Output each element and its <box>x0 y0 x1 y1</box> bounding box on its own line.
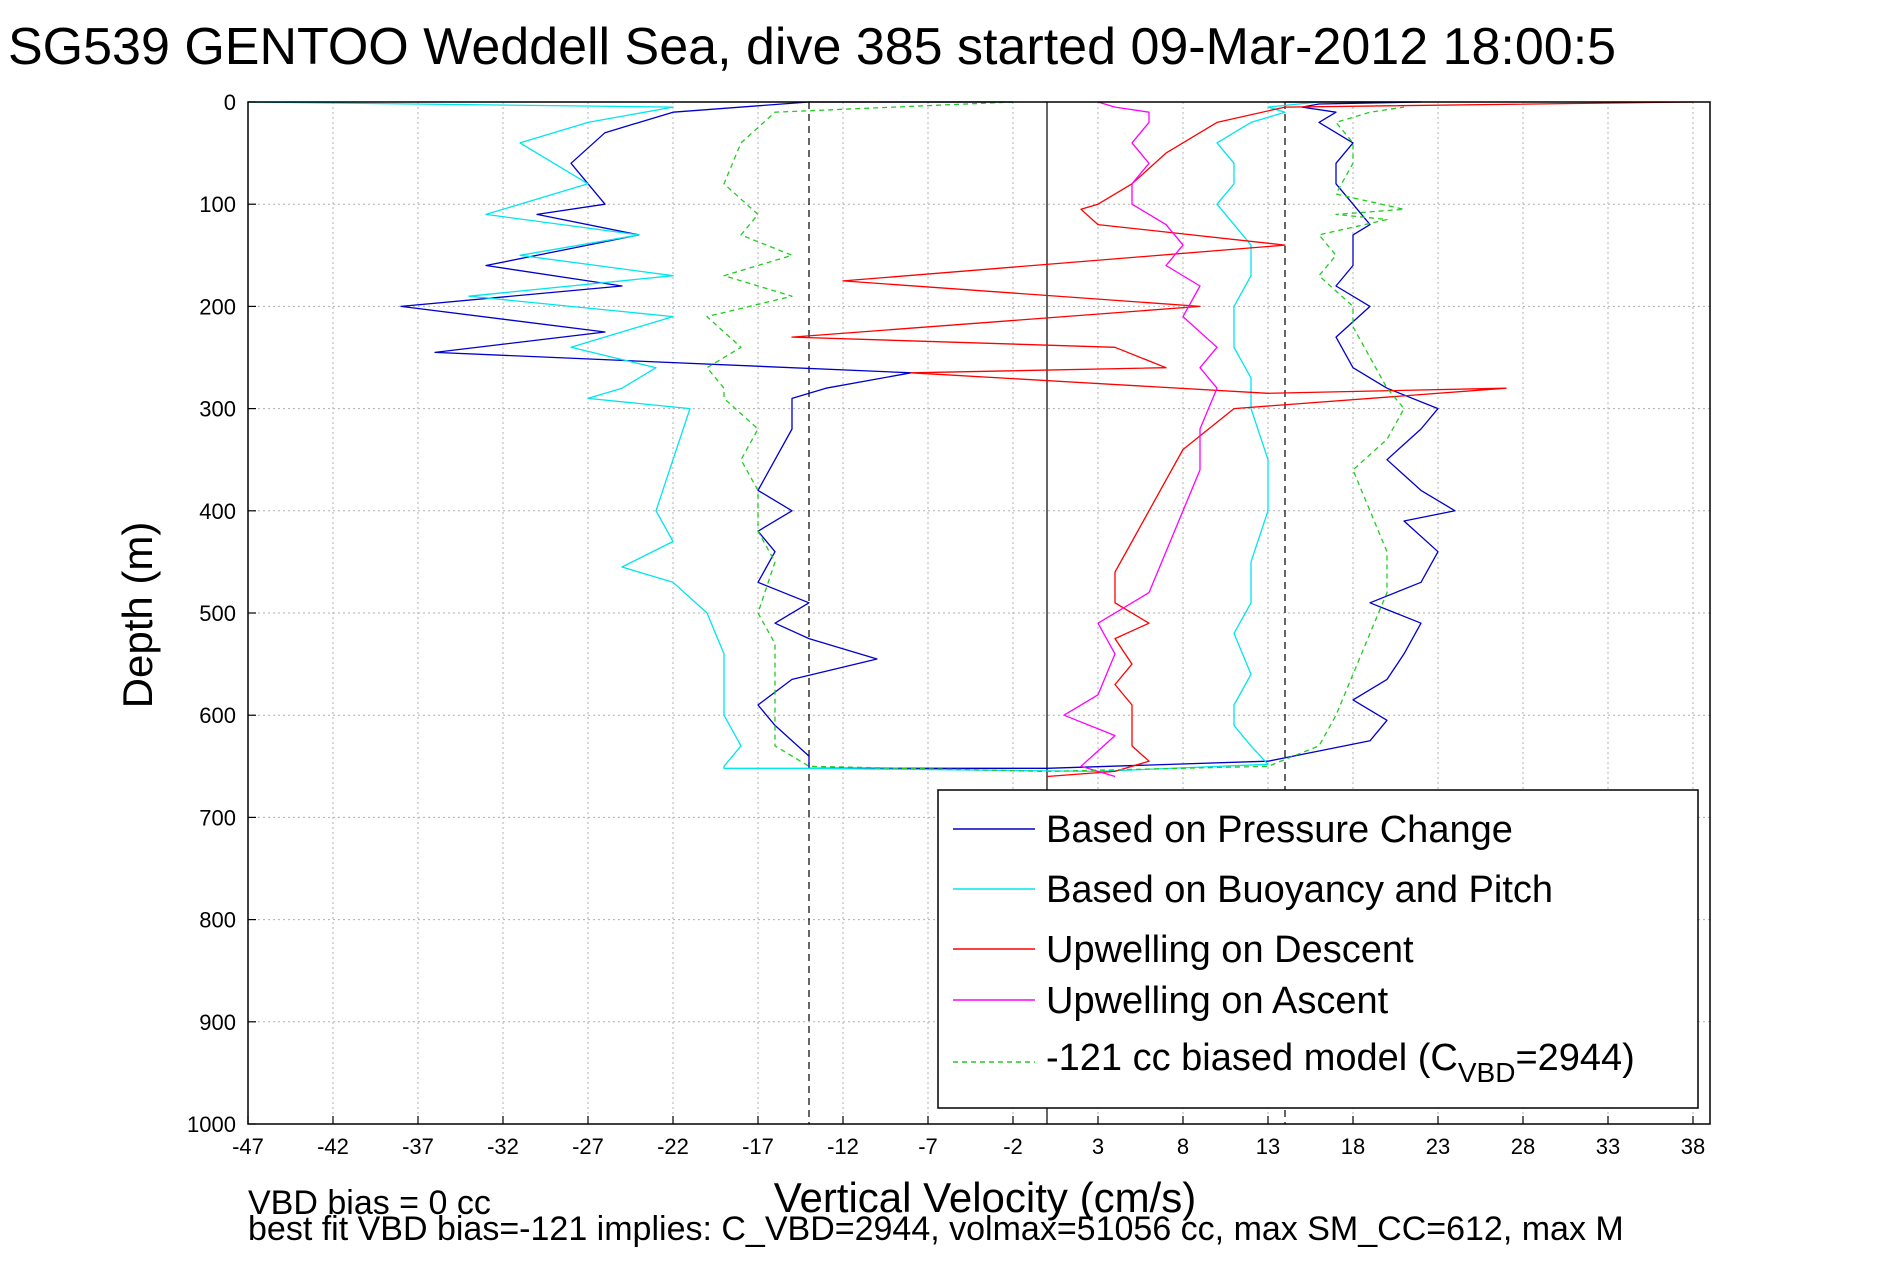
footer-line-2: best fit VBD bias=-121 implies: C_VBD=29… <box>248 1210 1624 1248</box>
x-tick-label: 38 <box>1681 1134 1705 1159</box>
x-tick-label: -22 <box>657 1134 689 1159</box>
biased-model-series <box>706 101 1405 773</box>
y-tick-label: 100 <box>199 192 236 217</box>
y-tick-label: 700 <box>199 805 236 830</box>
plot-frame <box>247 101 1711 1125</box>
x-tick-label: 33 <box>1596 1134 1620 1159</box>
pressure-change-series <box>400 101 1456 769</box>
legend-label-ascent: Upwelling on Ascent <box>1046 980 1389 1022</box>
x-tick-label: -37 <box>402 1134 434 1159</box>
x-tick-label: 18 <box>1341 1134 1365 1159</box>
x-tick-label: 28 <box>1511 1134 1535 1159</box>
y-tick-label: 300 <box>199 397 236 422</box>
x-tick-label: 8 <box>1177 1134 1189 1159</box>
x-tick-label: -17 <box>742 1134 774 1159</box>
x-tick-label: 13 <box>1256 1134 1280 1159</box>
x-tick-label: -27 <box>572 1134 604 1159</box>
buoyancy-pitch-series <box>247 101 1320 773</box>
legend-box <box>937 789 1699 1109</box>
upwelling-descent-series <box>791 101 1694 778</box>
x-axis-label: Vertical Velocity (cm/s) <box>774 1174 1196 1221</box>
y-tick-label: 900 <box>199 1010 236 1035</box>
legend: Based on Pressure Change Based on Buoyan… <box>937 789 1699 1109</box>
x-tick-label: -7 <box>918 1134 938 1159</box>
plot-area <box>247 101 1694 778</box>
chart-title: SG539 GENTOO Weddell Sea, dive 385 start… <box>8 18 1616 76</box>
legend-label-descent: Upwelling on Descent <box>1046 929 1414 971</box>
legend-label-model: -121 cc biased model (CVBD=2944) <box>1046 1037 1635 1088</box>
legend-model-subscript: VBD <box>1458 1057 1516 1088</box>
x-tick-label: 23 <box>1426 1134 1450 1159</box>
legend-model-prefix: -121 cc biased model (C <box>1046 1037 1458 1079</box>
y-tick-labels: 0 100 200 300 400 500 600 700 800 900 1000 <box>187 90 236 1137</box>
y-tick-label: 0 <box>224 90 236 115</box>
x-tick-labels: -47 -42 -37 -32 -27 -22 -17 -12 -7 -2 3 8 13 18 23 28 33… <box>232 1134 1705 1159</box>
x-tick-label: -32 <box>487 1134 519 1159</box>
y-tick-label: 600 <box>199 703 236 728</box>
x-tick-label: 3 <box>1092 1134 1104 1159</box>
upwelling-ascent-series <box>1063 101 1218 778</box>
legend-label-pressure: Based on Pressure Change <box>1046 809 1513 851</box>
y-tick-label: 500 <box>199 601 236 626</box>
y-tick-label: 1000 <box>187 1112 236 1137</box>
y-axis-label: Depth (m) <box>114 522 161 709</box>
x-tick-label: -42 <box>317 1134 349 1159</box>
x-tick-label: -12 <box>827 1134 859 1159</box>
footer-line-1: VBD bias = 0 cc <box>248 1184 491 1222</box>
y-tick-label: 200 <box>199 294 236 319</box>
x-tick-label: -2 <box>1003 1134 1023 1159</box>
legend-model-suffix: =2944) <box>1515 1037 1634 1079</box>
y-tick-label: 400 <box>199 499 236 524</box>
legend-label-buoyancy: Based on Buoyancy and Pitch <box>1046 869 1553 911</box>
y-tick-label: 800 <box>199 908 236 933</box>
x-tick-label: -47 <box>232 1134 264 1159</box>
